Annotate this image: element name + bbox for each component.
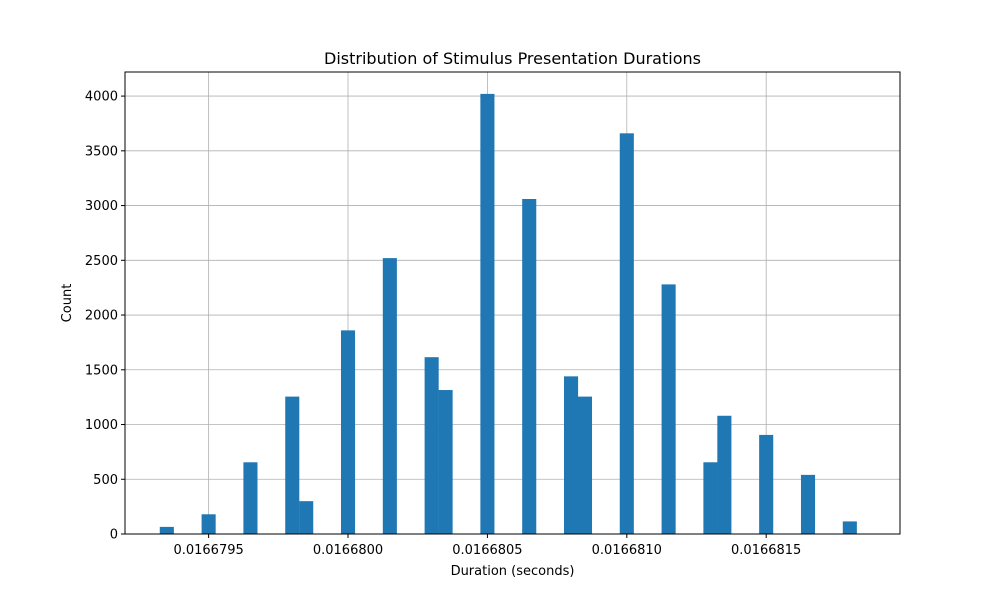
x-tick-label: 0.0166810 [592,543,662,558]
histogram-bar [243,462,258,534]
y-tick-label: 4000 [85,90,118,105]
x-tick-label: 0.0166795 [173,543,243,558]
histogram-bar [285,396,300,534]
y-tick-label: 2000 [85,309,118,324]
histogram-bar [159,526,174,534]
histogram-bar [703,462,718,534]
y-tick-label: 500 [93,473,118,488]
histogram-bar [619,133,634,535]
histogram-bar [717,415,732,534]
histogram-bar [842,521,857,534]
x-tick-label: 0.0166815 [731,543,801,558]
y-tick-label: 3500 [85,144,118,159]
histogram-bar [661,284,676,534]
ticks-layer: 0 500 1000 1500 2000 2500 3000 3500 4000 0.016679… [85,90,801,558]
y-axis-label: Count [60,284,75,323]
histogram-bar [424,357,439,534]
histogram-bar [382,258,397,534]
histogram-bar [299,501,314,534]
histogram-bar [564,376,579,534]
histogram-bar [480,93,495,534]
x-tick-label: 0.0166800 [313,543,383,558]
histogram-bar [438,390,453,534]
x-tick-label: 0.0166805 [452,543,522,558]
y-tick-label: 3000 [85,199,118,214]
plot-frame [124,71,901,535]
histogram-bar [759,434,774,534]
y-tick-label: 1500 [85,363,118,378]
y-tick-label: 1000 [85,418,118,433]
histogram-bar [577,396,593,534]
histogram-bar [201,514,216,534]
y-tick-label: 0 [110,528,118,543]
histogram-bar [800,474,816,534]
chart-title: Distribution of Stimulus Presentation Du… [324,49,701,68]
histogram-bar [522,198,537,535]
y-tick-label: 2500 [85,254,118,269]
histogram-bar [340,330,356,534]
bars-layer [159,93,857,535]
grid-layer [125,72,900,535]
x-axis-label: Duration (seconds) [451,564,575,579]
